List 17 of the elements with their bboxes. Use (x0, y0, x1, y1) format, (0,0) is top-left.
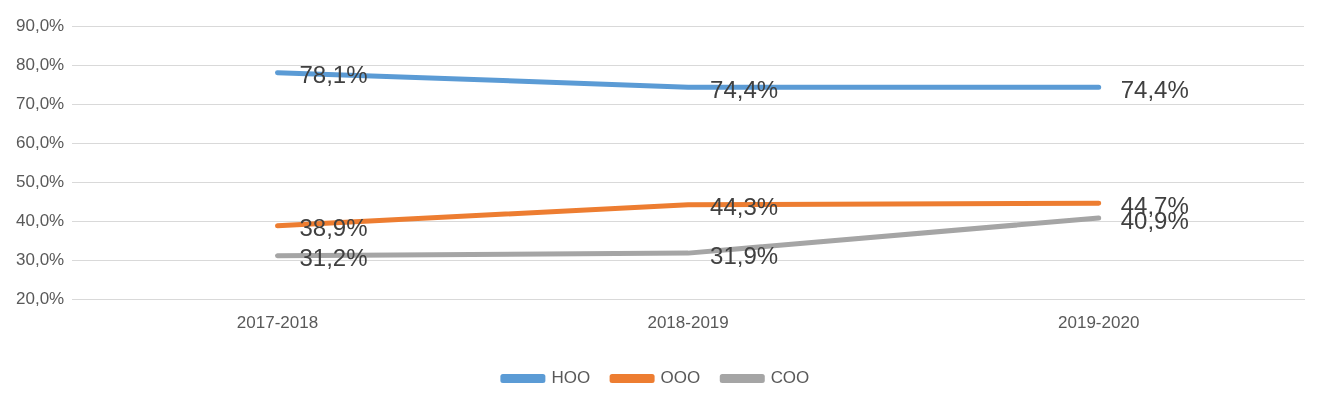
y-tick-label: 30,0% (16, 250, 65, 270)
data-label: 31,2% (299, 244, 368, 272)
y-tick-label: 90,0% (16, 15, 65, 35)
y-tick-label: 40,0% (16, 211, 65, 231)
legend-label: ООО (660, 368, 701, 388)
y-tick-label: 60,0% (16, 133, 65, 153)
y-tick-label: 50,0% (16, 172, 65, 192)
legend-label: СОО (770, 368, 810, 388)
x-tick-label: 2017-2018 (236, 313, 319, 333)
data-label: 74,4% (1120, 75, 1189, 103)
legend-label: НОО (551, 368, 591, 388)
data-label: 31,9% (710, 241, 779, 269)
x-tick-label: 2019-2020 (1058, 313, 1140, 333)
y-tick-label: 80,0% (16, 54, 65, 74)
y-tick-label: 70,0% (16, 94, 65, 113)
y-tick-label: 20,0% (16, 289, 65, 309)
x-tick-label: 2018-2019 (647, 313, 729, 333)
